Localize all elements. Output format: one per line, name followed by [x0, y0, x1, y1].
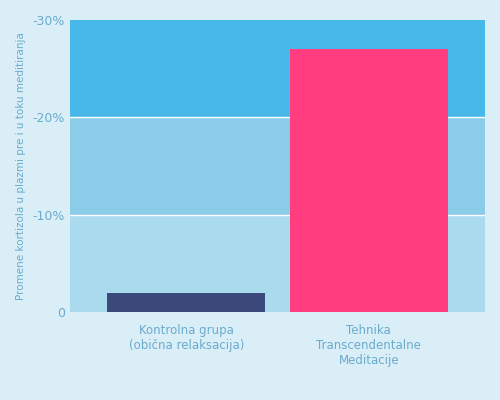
Bar: [70, 117, 485, 215]
Text: Kontrolna grupa
(obična relaksacija): Kontrolna grupa (obična relaksacija): [128, 324, 244, 352]
Bar: [108, 292, 265, 312]
Bar: [290, 49, 448, 312]
Text: Tehnika
Transcendentalne
Meditacije: Tehnika Transcendentalne Meditacije: [316, 324, 421, 367]
Bar: [70, 20, 485, 117]
Bar: [70, 215, 485, 312]
Y-axis label: Promene kortizola u plazmi pre i u toku meditiranja: Promene kortizola u plazmi pre i u toku …: [16, 32, 26, 300]
